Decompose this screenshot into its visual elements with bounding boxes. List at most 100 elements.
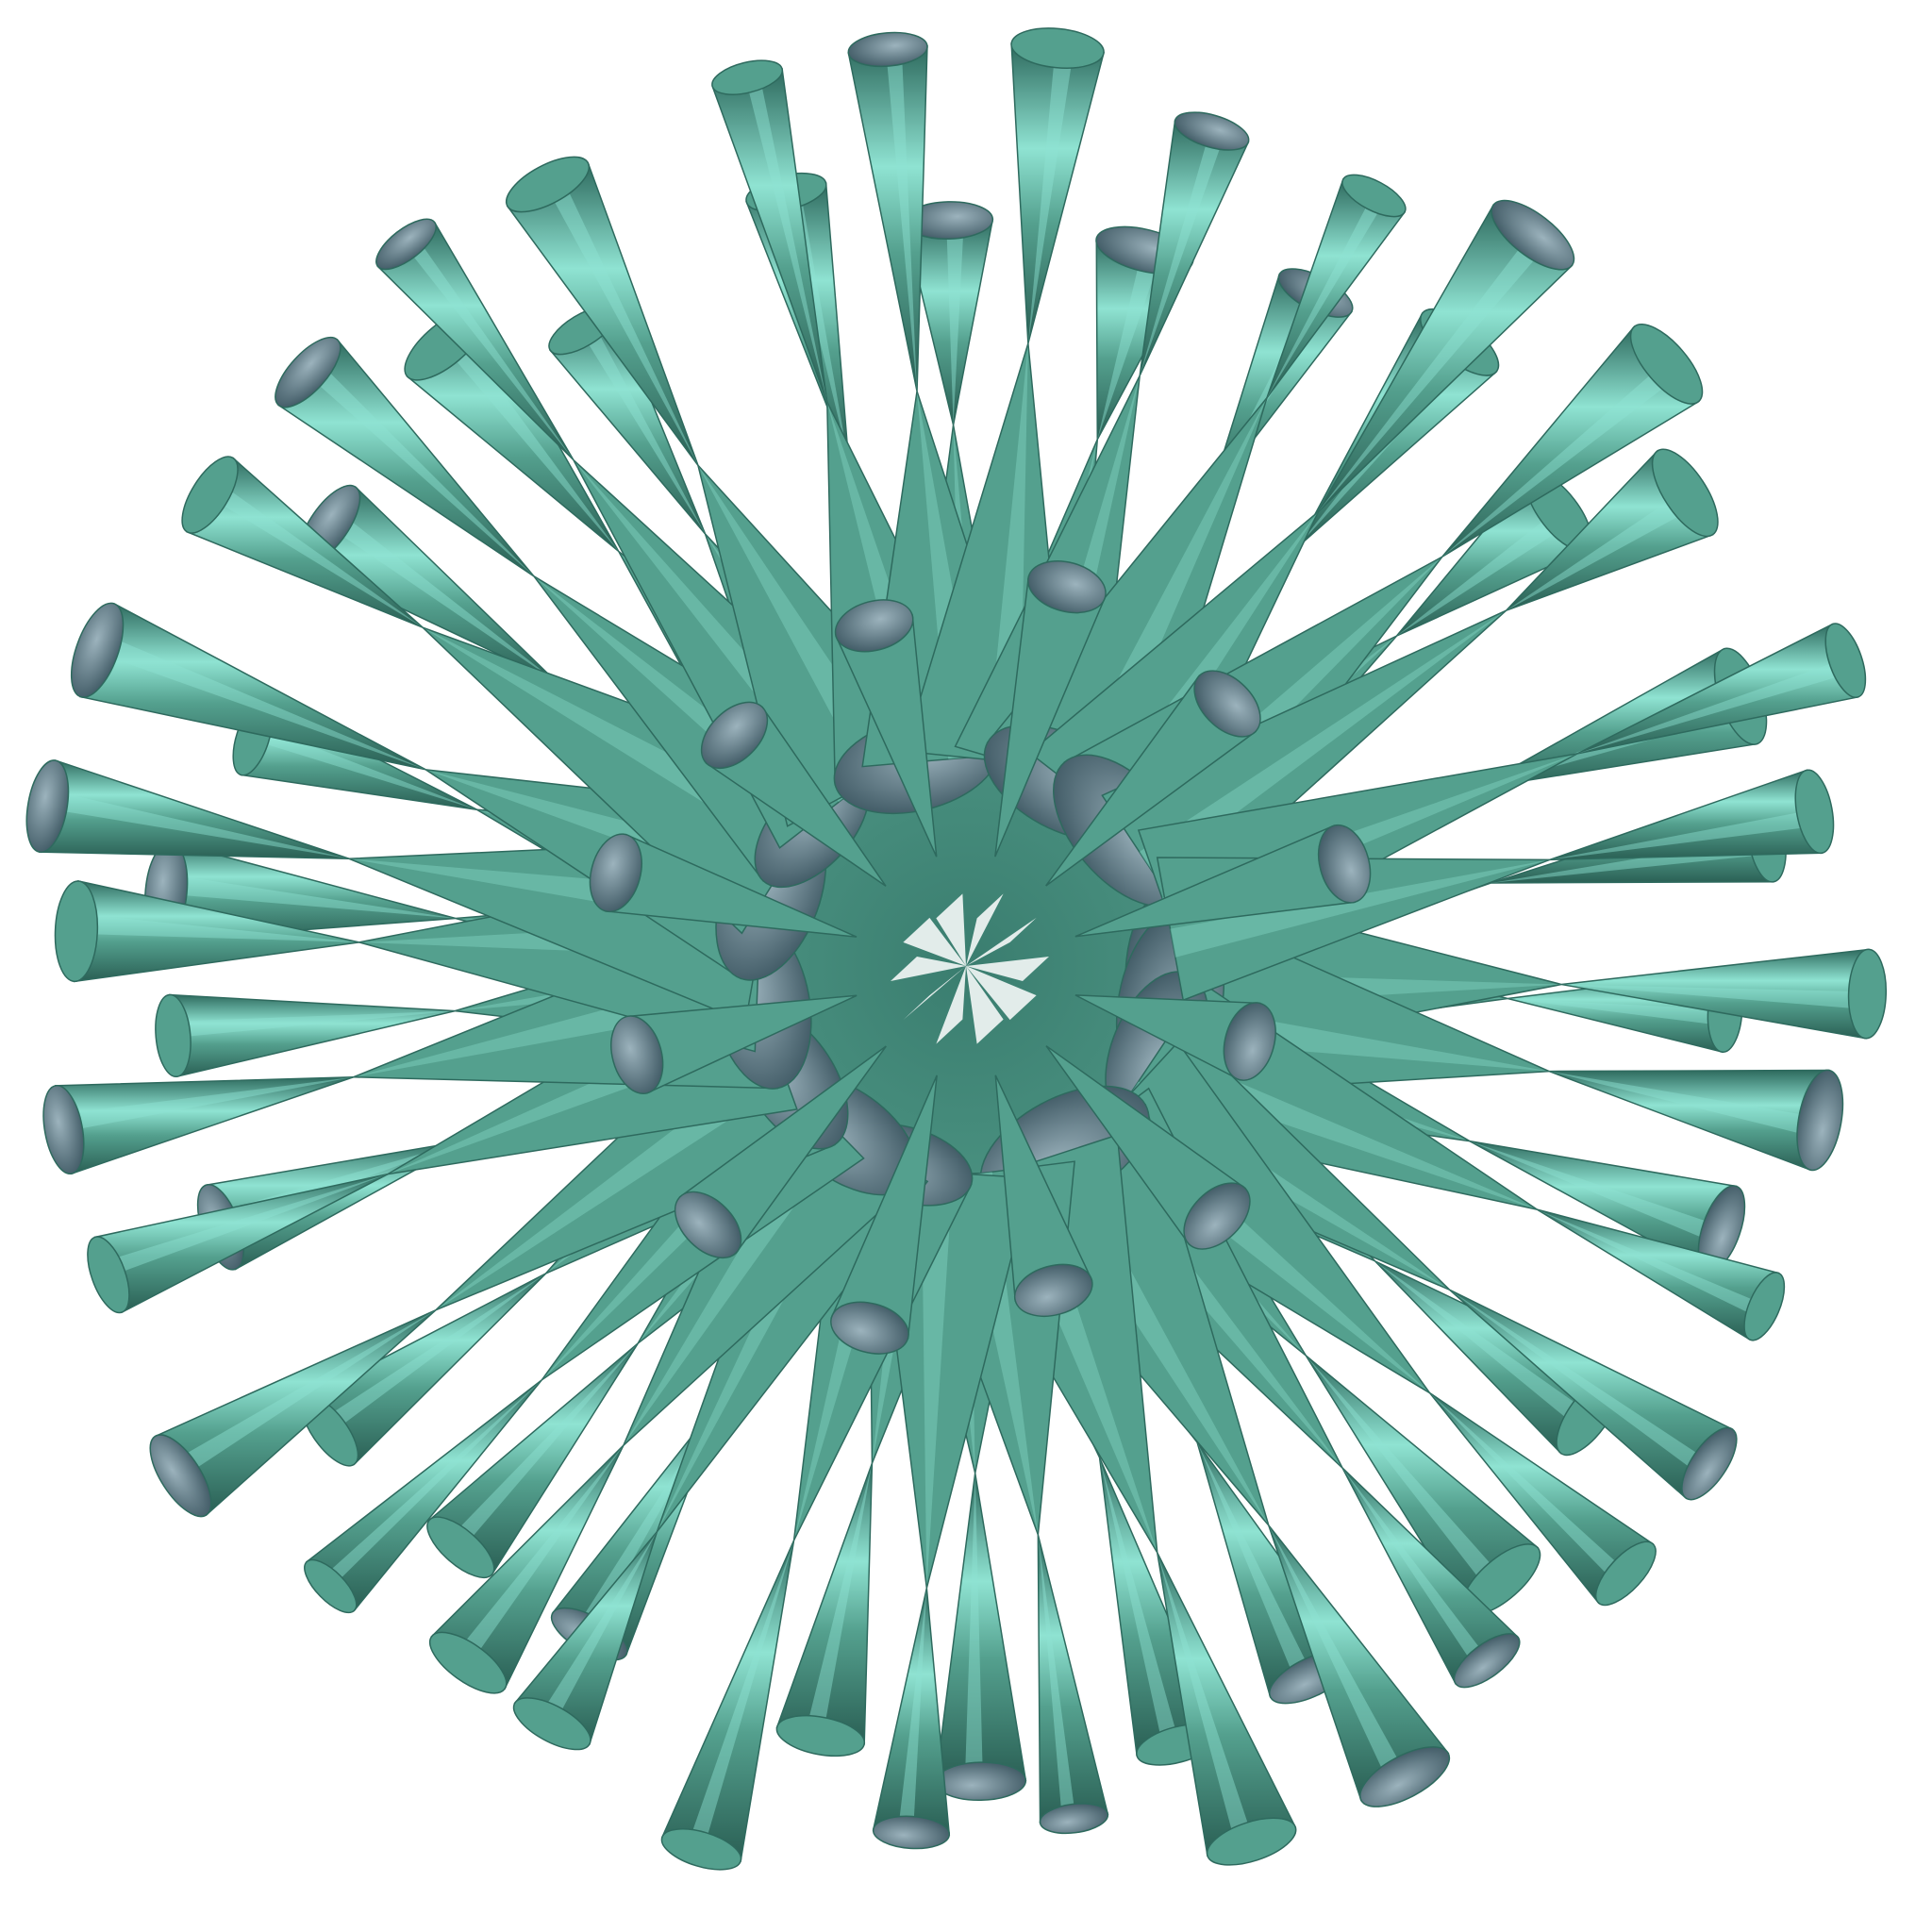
front-spike-5-outer-rim xyxy=(1453,1633,1521,1689)
front-spike-6-outer-rim xyxy=(1358,1746,1451,1807)
front-spike-8-outer-rim xyxy=(1039,1803,1109,1835)
front-spike-31-highlight xyxy=(1506,491,1695,611)
front-spike-2-highlight xyxy=(1537,1209,1765,1319)
front-spike-13-outer-rim xyxy=(304,1558,358,1614)
front-spike-33 xyxy=(1156,769,1835,1002)
back-spike-12-highlight xyxy=(172,1010,456,1039)
front-spike-18-highlight xyxy=(46,790,350,859)
back-spike-17-highlight xyxy=(580,324,706,535)
front-spike-13-highlight xyxy=(322,1379,542,1588)
front-spike-19-outer-rim xyxy=(70,602,125,698)
inner-cone-4-rim xyxy=(674,1191,742,1259)
inner-cone-9 xyxy=(994,560,1107,858)
inner-cone-7-rim xyxy=(700,701,769,770)
back-spike-9-highlight xyxy=(449,1342,639,1549)
back-spike-20-highlight xyxy=(1097,249,1162,440)
front-spike-21 xyxy=(275,336,870,889)
front-spike-14-highlight xyxy=(172,1309,437,1478)
front-spike-22-outer-rim xyxy=(375,218,437,271)
front-spike-3-highlight xyxy=(1449,1290,1711,1476)
front-spike-7 xyxy=(941,1134,1297,1866)
front-spike-14-outer-rim xyxy=(149,1434,212,1518)
back-spike-23-highlight xyxy=(1396,509,1569,637)
inner-cone-10 xyxy=(1045,670,1261,887)
inner-cone-11 xyxy=(1074,824,1372,938)
inner-cone-4 xyxy=(674,1045,887,1259)
back-spike-14-highlight xyxy=(252,724,477,810)
center-gap-8 xyxy=(966,893,1004,966)
front-spike-3-outer-rim xyxy=(1681,1426,1738,1501)
inner-cone-0 xyxy=(1074,994,1276,1081)
back-spike-3-highlight xyxy=(1306,1355,1504,1591)
spike-group xyxy=(25,27,1888,1871)
inner-cone-5-rim xyxy=(610,1015,664,1094)
inner-cone-3 xyxy=(830,1074,938,1355)
front-spike-12-outer-rim xyxy=(428,1631,508,1694)
inner-cone-10-rim xyxy=(1193,670,1261,738)
front-spike-26-outer-rim xyxy=(1010,27,1105,69)
inner-cone-11-rim xyxy=(1317,824,1372,904)
front-spike-29-highlight xyxy=(1318,233,1547,512)
front-spike-31-outer-rim xyxy=(1651,448,1719,538)
front-spike-27-outer-rim xyxy=(1174,111,1250,151)
front-spike-29-outer-rim xyxy=(1491,199,1575,271)
front-spike-0-highlight xyxy=(1561,984,1868,1010)
front-spike-25-highlight xyxy=(886,48,918,391)
back-spike-5-highlight xyxy=(1099,1457,1180,1749)
front-spike-9-inner-highlight xyxy=(921,1171,954,1589)
front-spike-32-highlight xyxy=(1577,658,1851,754)
inner-cone-3-rim xyxy=(830,1301,909,1355)
front-spike-1-outer-rim xyxy=(1796,1069,1844,1172)
front-spike-9-highlight xyxy=(897,1588,927,1833)
inner-cone-8-rim xyxy=(834,599,914,653)
inner-cone-7 xyxy=(700,701,887,887)
front-spike-15-highlight xyxy=(103,1174,389,1277)
front-spike-27-highlight xyxy=(1140,130,1225,376)
front-spike-33-outer-rim xyxy=(1794,769,1835,855)
front-spike-19-highlight xyxy=(96,633,426,770)
back-spike-10-highlight xyxy=(321,1273,546,1434)
inner-cone-6-rim xyxy=(589,833,642,913)
center-gap-3 xyxy=(936,966,966,1044)
inner-cone-5 xyxy=(610,994,858,1094)
center-gap-1 xyxy=(966,966,1037,1021)
back-spike-2-highlight xyxy=(1374,1260,1591,1429)
front-spike-23-highlight xyxy=(545,176,698,466)
back-spike-13-highlight xyxy=(165,874,456,919)
front-spike-31-inner-highlight xyxy=(1139,610,1507,875)
inner-cone-1-rim xyxy=(1183,1182,1251,1250)
front-spike-21-outer-rim xyxy=(275,336,341,408)
front-spike-21-highlight xyxy=(306,360,534,576)
front-spike-23-outer-rim xyxy=(505,156,591,213)
front-spike-6-highlight xyxy=(1268,1524,1407,1786)
front-spike-16-highlight xyxy=(60,1076,354,1132)
front-spike-33-inner-highlight xyxy=(1170,859,1550,958)
front-spike-18-outer-rim xyxy=(25,759,70,854)
front-spike-7-highlight xyxy=(1157,1552,1254,1847)
front-spike-10-outer-rim xyxy=(660,1828,742,1871)
front-spike-28-outer-rim xyxy=(1341,174,1407,218)
front-spike-17-highlight xyxy=(75,913,359,942)
center-gap-2 xyxy=(966,966,1004,1044)
front-spike-20-highlight xyxy=(208,481,424,628)
inner-cone-0-rim xyxy=(1223,1002,1276,1081)
front-spike-28-highlight xyxy=(1266,194,1385,398)
back-spike-0-highlight xyxy=(1507,998,1725,1026)
back-spike-7-highlight xyxy=(805,1463,873,1737)
front-spike-15-outer-rim xyxy=(87,1236,130,1314)
front-spike-24-outer-rim xyxy=(711,59,784,95)
back-spike-1-highlight xyxy=(1469,1141,1723,1244)
inner-cone-9-rim xyxy=(1027,560,1107,614)
back-spike-16-highlight xyxy=(442,333,619,552)
front-spike-4-highlight xyxy=(1429,1392,1627,1584)
center-gap-4 xyxy=(903,966,966,1021)
front-spike-22-highlight xyxy=(405,236,574,460)
front-spike-16-outer-rim xyxy=(42,1084,85,1174)
inner-cone-1 xyxy=(1045,1045,1251,1250)
front-spike-30-highlight xyxy=(1441,361,1678,558)
inner-cone-2 xyxy=(994,1074,1093,1317)
inner-cone-8 xyxy=(834,599,938,858)
back-spike-19-highlight xyxy=(946,220,964,425)
center-gap-6 xyxy=(903,917,966,966)
